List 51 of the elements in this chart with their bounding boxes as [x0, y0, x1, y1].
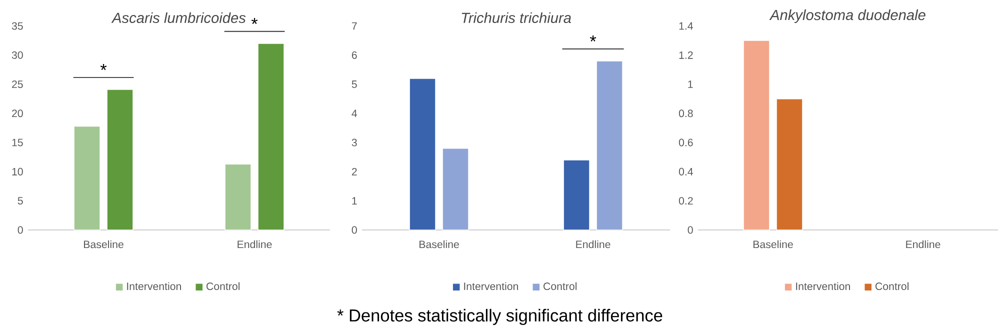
y-tick-label: 7: [352, 22, 357, 30]
legend-label: Intervention: [464, 282, 518, 290]
y-tick-label: 1: [352, 197, 357, 204]
y-tick-label: 5: [352, 80, 357, 88]
legend-label: Intervention: [796, 282, 850, 290]
y-tick-label: 0: [18, 226, 23, 234]
bar: [563, 160, 590, 230]
y-tick-label: 0.8: [678, 110, 693, 118]
y-tick-label: 35: [12, 22, 23, 30]
annotation: *: [251, 18, 258, 24]
y-tick-label: 0.2: [678, 197, 693, 205]
x-tick-label: Endline: [576, 240, 610, 248]
y-tick-label: 1.2: [679, 51, 693, 59]
y-tick-label: 2: [352, 168, 357, 176]
annotation: *: [590, 35, 596, 42]
bar: [258, 43, 284, 230]
bar: [596, 60, 623, 230]
y-tick-label: 25: [12, 80, 23, 88]
y-tick-label: 4: [352, 110, 358, 118]
legend-label: Control: [206, 282, 240, 290]
legend-label: Control: [875, 282, 908, 290]
bar: [106, 89, 134, 230]
x-tick-label: Baseline: [84, 240, 124, 248]
y-tick-label: 3: [352, 138, 357, 146]
y-tick-label: 15: [12, 138, 23, 146]
y-tick-label: 0.6: [678, 138, 693, 146]
x-tick-label: Endline: [238, 240, 272, 248]
y-tick-label: 6: [352, 51, 357, 59]
chart-title: Ankylostoma duodenale: [769, 9, 926, 24]
x-tick-label: Baseline: [420, 240, 459, 248]
y-tick-label: 0: [688, 226, 693, 234]
bar: [74, 126, 100, 230]
legend-label: Intervention: [127, 282, 181, 290]
chart-title: Ascaris lumbricoides: [111, 12, 246, 24]
x-tick-label: Endline: [906, 240, 940, 248]
x-tick-label: Baseline: [753, 240, 793, 248]
y-tick-label: 0.4: [678, 168, 693, 176]
y-tick-label: 20: [12, 110, 23, 118]
annotation: *: [100, 64, 107, 70]
bar: [442, 148, 469, 230]
y-tick-label: 1.4: [679, 22, 693, 30]
bar: [224, 164, 252, 230]
text: * Denotes statistically significant difference: [337, 308, 662, 326]
y-tick-label: 0: [352, 226, 357, 234]
y-tick-label: 30: [12, 51, 23, 59]
chart-title: Trichuris trichiura: [462, 12, 571, 24]
y-tick-label: 10: [12, 168, 23, 176]
y-tick-label: 1: [688, 80, 693, 88]
bar: [409, 78, 436, 230]
y-tick-label: 5: [18, 197, 23, 205]
legend-label: Control: [544, 282, 577, 290]
